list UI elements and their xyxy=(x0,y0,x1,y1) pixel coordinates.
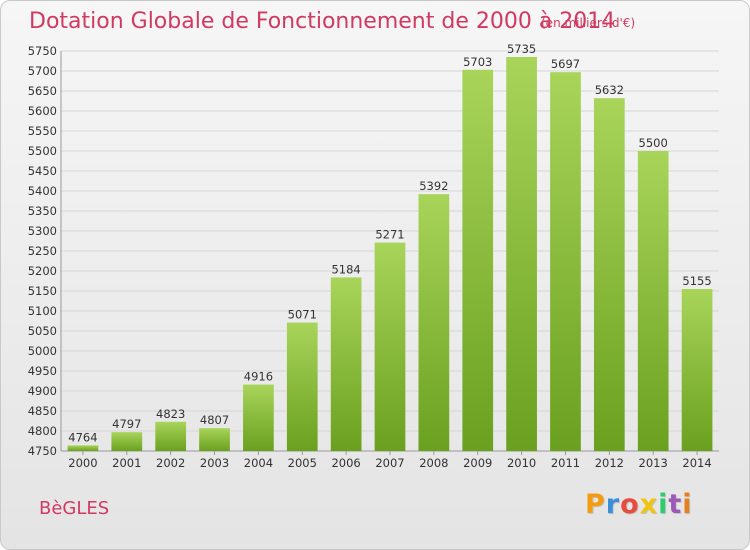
y-tick-label: 5450 xyxy=(28,164,57,178)
data-label: 4807 xyxy=(200,413,229,427)
y-tick-label: 4950 xyxy=(28,364,57,378)
x-tick-label: 2005 xyxy=(288,456,317,470)
data-label: 5735 xyxy=(507,42,536,56)
data-label: 5184 xyxy=(331,262,360,276)
y-tick-label: 4800 xyxy=(28,424,57,438)
y-tick-label: 5750 xyxy=(28,44,57,58)
bar xyxy=(550,72,581,451)
x-tick-label: 2006 xyxy=(331,456,360,470)
x-tick-label: 2003 xyxy=(200,456,229,470)
y-tick-label: 5150 xyxy=(28,284,57,298)
y-tick-label: 5000 xyxy=(28,344,57,358)
x-tick-label: 2007 xyxy=(375,456,404,470)
bar xyxy=(67,445,99,451)
bar xyxy=(462,69,494,452)
data-label: 5155 xyxy=(682,274,711,288)
x-tick-label: 2014 xyxy=(682,456,711,470)
bar xyxy=(418,194,450,451)
logo-letter: P xyxy=(585,489,606,520)
y-tick-label: 5700 xyxy=(28,64,57,78)
x-tick-label: 2009 xyxy=(463,456,492,470)
data-label: 5697 xyxy=(551,57,580,71)
y-tick-label: 5050 xyxy=(28,324,57,338)
y-tick-label: 4900 xyxy=(28,384,57,398)
data-label: 4797 xyxy=(112,417,141,431)
logo-letter: x xyxy=(639,489,659,520)
data-label: 4916 xyxy=(244,370,273,384)
x-tick-label: 2008 xyxy=(419,456,448,470)
bar xyxy=(637,151,669,451)
bar xyxy=(111,432,143,451)
logo-letter: i xyxy=(682,489,693,520)
logo-letter: t xyxy=(668,489,683,520)
y-tick-label: 5600 xyxy=(28,104,57,118)
y-tick-label: 5550 xyxy=(28,124,57,138)
bar xyxy=(681,289,713,451)
chart-title: Dotation Globale de Fonctionnement de 20… xyxy=(29,9,616,34)
x-tick-label: 2011 xyxy=(551,456,580,470)
chart-unit: (en milliers d'€) xyxy=(541,16,636,30)
bar xyxy=(330,277,362,451)
y-tick-label: 4850 xyxy=(28,404,57,418)
proxiti-logo: Proxiti xyxy=(585,489,693,520)
data-label: 4823 xyxy=(156,407,185,421)
commune-name: BèGLES xyxy=(39,498,110,519)
logo-letter: r xyxy=(605,489,621,520)
x-tick-label: 2000 xyxy=(68,456,97,470)
y-tick-label: 5200 xyxy=(28,264,57,278)
y-tick-label: 5650 xyxy=(28,84,57,98)
x-tick-label: 2002 xyxy=(156,456,185,470)
data-label: 5703 xyxy=(463,55,492,69)
x-tick-label: 2001 xyxy=(112,456,141,470)
y-tick-label: 5350 xyxy=(28,204,57,218)
x-tick-label: 2010 xyxy=(507,456,536,470)
x-tick-label: 2012 xyxy=(595,456,624,470)
data-label: 5392 xyxy=(419,179,448,193)
bar xyxy=(286,322,318,451)
y-tick-label: 5400 xyxy=(28,184,57,198)
y-tick-label: 5250 xyxy=(28,244,57,258)
x-tick-label: 2013 xyxy=(639,456,668,470)
x-tick-label: 2004 xyxy=(244,456,273,470)
y-tick-label: 5500 xyxy=(28,144,57,158)
bar xyxy=(506,57,537,451)
logo-letter: o xyxy=(620,489,640,520)
bar xyxy=(243,384,274,451)
data-label: 5071 xyxy=(288,308,317,322)
logo-letter: i xyxy=(658,489,669,520)
data-label: 5632 xyxy=(595,83,624,97)
bar xyxy=(593,98,625,451)
data-label: 4764 xyxy=(68,430,97,444)
data-label: 5500 xyxy=(639,136,668,150)
y-tick-label: 5100 xyxy=(28,304,57,318)
bar xyxy=(199,428,230,451)
bar xyxy=(155,421,187,451)
data-label: 5271 xyxy=(375,228,404,242)
bar xyxy=(374,242,406,451)
y-tick-label: 5300 xyxy=(28,224,57,238)
y-tick-label: 4750 xyxy=(28,444,57,458)
